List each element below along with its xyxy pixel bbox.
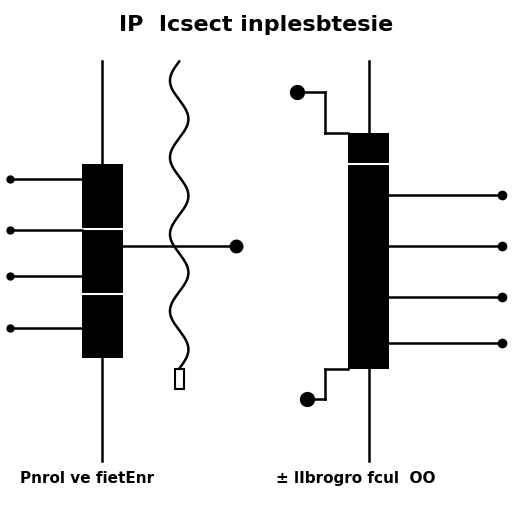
Bar <box>82 164 123 358</box>
Bar <box>348 133 389 164</box>
Text: ± lIbrogro fcul  OO: ± lIbrogro fcul OO <box>276 472 436 486</box>
Text: Pnrol ve fietEnr: Pnrol ve fietEnr <box>20 472 155 486</box>
Text: IP  Icsect inplesbtesie: IP Icsect inplesbtesie <box>119 15 393 35</box>
Bar <box>348 164 389 369</box>
Bar <box>175 369 184 389</box>
